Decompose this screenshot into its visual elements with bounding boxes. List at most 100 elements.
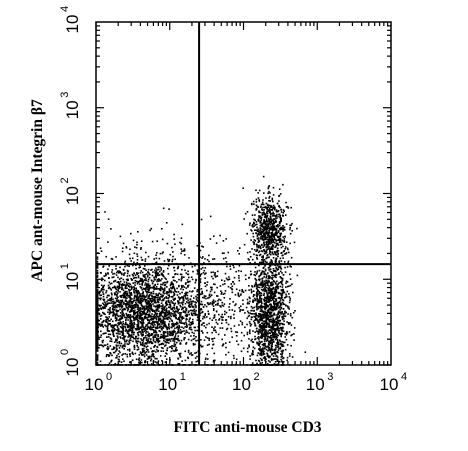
event-dot — [260, 232, 263, 235]
event-dot — [113, 351, 116, 354]
event-dot — [267, 308, 270, 311]
event-dot — [285, 214, 287, 216]
event-dot — [268, 303, 271, 306]
event-dot — [259, 346, 261, 348]
event-dot — [148, 287, 151, 290]
event-dot — [136, 308, 139, 311]
event-dot — [271, 236, 273, 238]
event-dot — [277, 226, 280, 228]
event-dot — [268, 197, 270, 199]
event-dot — [152, 336, 154, 339]
event-dot — [158, 318, 160, 320]
event-dot — [287, 323, 290, 325]
event-dot — [121, 287, 123, 290]
event-dot — [296, 227, 298, 230]
event-dot — [255, 287, 258, 289]
event-dot — [159, 325, 161, 327]
event-dot — [278, 222, 281, 225]
event-dot — [130, 294, 133, 296]
event-dot — [206, 353, 208, 356]
event-dot — [107, 287, 110, 289]
event-dot — [281, 286, 284, 288]
event-dot — [148, 320, 151, 323]
event-dot — [287, 313, 289, 315]
event-dot — [269, 192, 271, 194]
event-dot — [259, 295, 261, 297]
event-dot — [157, 293, 160, 295]
event-dot — [269, 223, 271, 226]
event-dot — [274, 287, 277, 289]
event-dot — [276, 323, 279, 325]
event-dot — [271, 319, 273, 321]
event-dot — [257, 315, 259, 317]
event-dot — [121, 300, 124, 303]
event-dot — [265, 348, 268, 351]
event-dot — [114, 317, 117, 320]
event-dot — [190, 326, 192, 329]
event-dot — [187, 286, 189, 288]
event-dot — [251, 352, 253, 355]
event-dot — [107, 273, 109, 275]
event-dot — [180, 278, 183, 280]
event-dot — [133, 252, 136, 255]
event-dot — [186, 318, 188, 321]
event-dot — [283, 312, 286, 315]
event-dot — [170, 350, 173, 353]
event-dot — [153, 356, 155, 358]
event-dot — [115, 323, 117, 326]
event-dot — [142, 275, 145, 278]
event-dot — [166, 303, 169, 306]
event-dot — [250, 273, 253, 275]
event-dot — [122, 325, 125, 328]
event-dot — [276, 280, 278, 283]
event-dot — [255, 221, 258, 223]
event-dot — [272, 286, 275, 289]
event-dot — [173, 287, 175, 289]
event-dot — [279, 346, 282, 349]
event-dot — [100, 250, 103, 252]
event-dot — [278, 205, 280, 208]
event-dot — [199, 320, 202, 322]
event-dot — [116, 306, 118, 309]
event-dot — [271, 339, 274, 342]
event-dot — [259, 331, 261, 333]
event-dot — [135, 299, 138, 302]
event-dot — [140, 247, 142, 249]
event-dot — [267, 206, 270, 209]
event-dot — [271, 278, 274, 280]
event-dot — [154, 324, 156, 326]
event-dot — [257, 284, 259, 286]
event-dot — [127, 336, 129, 338]
event-dot — [147, 297, 149, 299]
event-dot — [138, 357, 141, 359]
event-dot — [166, 309, 168, 312]
event-dot — [264, 216, 267, 219]
event-dot — [168, 294, 170, 296]
event-dot — [168, 346, 171, 348]
event-dot — [267, 298, 270, 301]
event-dot — [277, 287, 279, 290]
event-dot — [223, 297, 226, 299]
event-dot — [134, 327, 137, 330]
event-dot — [278, 261, 280, 263]
event-dot — [250, 291, 253, 294]
event-dot — [258, 286, 261, 289]
event-dot — [100, 284, 103, 287]
event-dot — [258, 313, 260, 315]
event-dot — [110, 292, 113, 294]
event-dot — [109, 288, 112, 290]
event-dot — [164, 281, 167, 284]
event-dot — [125, 306, 128, 309]
event-dot — [271, 228, 273, 231]
event-dot — [273, 280, 275, 283]
event-dot — [123, 273, 125, 275]
event-dot — [96, 260, 99, 263]
event-dot — [271, 321, 274, 324]
event-dot — [102, 326, 105, 328]
event-dot — [167, 273, 170, 275]
event-dot — [213, 352, 216, 355]
event-dot — [134, 312, 136, 315]
event-dot — [264, 344, 266, 347]
event-dot — [260, 313, 263, 316]
event-dot — [281, 214, 284, 217]
